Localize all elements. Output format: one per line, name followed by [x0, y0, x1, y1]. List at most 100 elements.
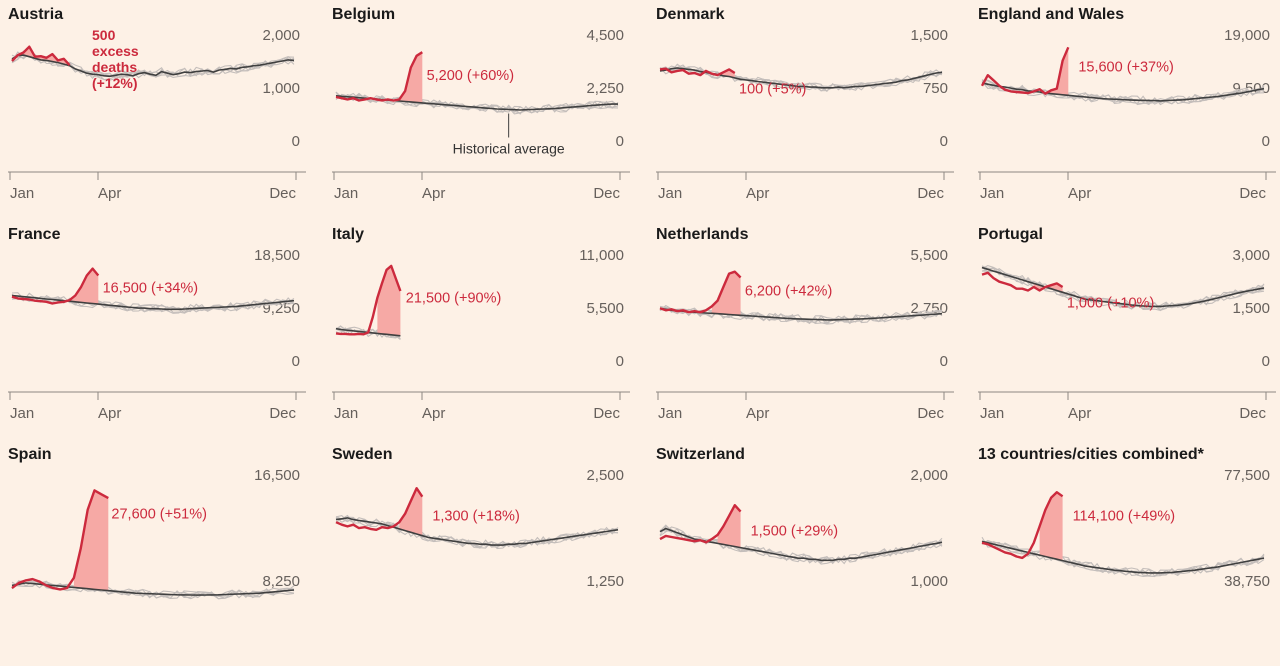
y-tick-label: 11,000 [579, 247, 624, 264]
excess-area [12, 46, 70, 66]
y-tick-label: 750 [923, 80, 948, 97]
x-tick-label: Jan [658, 405, 682, 422]
x-tick-label: Jan [334, 185, 358, 202]
current-year-line [659, 67, 736, 77]
y-tick-label: 19,000 [1224, 27, 1270, 44]
average-line [981, 82, 1265, 102]
chart-svg: 8,250 16,500 27,600 (+51%) [11, 467, 300, 600]
y-tick-label: 0 [940, 133, 948, 150]
chart-title: Switzerland [656, 446, 745, 463]
y-tick-label: 0 [616, 353, 624, 370]
current-year-line [335, 487, 424, 531]
current-year-line [11, 267, 100, 305]
current-year-line [335, 264, 402, 336]
chart-title: Belgium [332, 6, 396, 23]
excess-area [711, 271, 741, 316]
chart-svg: 0 1,000 2,000 Jan Apr Dec 500excessdeaths(+12%… [8, 27, 306, 202]
chart-title: Portugal [978, 226, 1043, 243]
chart-title: 13 countries/cities combined* [978, 446, 1204, 463]
chart-svg: 0 5,500 11,000 Jan Apr Dec 21,500 (+90%) [332, 247, 630, 422]
y-tick-label: 2,500 [586, 467, 624, 484]
excess-label: 27,600 (+51%) [111, 506, 207, 522]
chart-panel: Switzerland 1,000 2,000 1,500 (+29%) [656, 446, 968, 666]
chart-panel: Belgium 0 2,250 4,500 Jan Apr Dec 5,200 (+60%) H… [332, 6, 644, 226]
chart-panel: France 0 9,250 18,500 Jan Apr Dec 16,500 (+34%) [8, 226, 320, 446]
excess-label: 5,200 (+60%) [427, 68, 514, 84]
x-tick-label: Jan [980, 185, 1004, 202]
chart-title: Italy [332, 226, 365, 243]
x-tick-label: Dec [593, 185, 620, 202]
history-line [981, 266, 1265, 311]
y-tick-label: 1,000 [262, 80, 300, 97]
excess-label: 21,500 (+90%) [406, 290, 502, 306]
y-tick-label: 1,500 [1232, 300, 1270, 317]
x-tick-label: Dec [269, 185, 296, 202]
history-line [335, 517, 619, 549]
excess-label: 1,300 (+18%) [432, 509, 519, 525]
average-line [11, 294, 295, 311]
y-tick-label: 1,250 [586, 573, 624, 590]
history-line [335, 92, 619, 113]
y-tick-label: 0 [292, 133, 300, 150]
x-tick-label: Jan [658, 185, 682, 202]
excess-label: 6,200 (+42%) [745, 284, 832, 300]
x-tick-label: Dec [1239, 405, 1266, 422]
chart-svg: 0 1,500 3,000 Jan Apr Dec 1,000 (+10%) [978, 247, 1276, 422]
excess-label: 15,600 (+37%) [1078, 59, 1174, 75]
x-tick-label: Apr [422, 405, 445, 422]
chart-svg: 1,000 2,000 1,500 (+29%) [659, 467, 948, 590]
chart-panel: Sweden 1,250 2,500 1,300 (+18%) [332, 446, 644, 666]
excess-area [1039, 492, 1063, 561]
y-tick-label: 0 [1262, 353, 1270, 370]
current-year-line [981, 271, 1064, 292]
current-year-line [659, 270, 742, 314]
average-line [659, 307, 943, 321]
x-tick-label: Apr [422, 185, 445, 202]
chart-svg: 0 750 1,500 Jan Apr Dec 100 (+5%) [656, 27, 954, 202]
x-tick-label: Jan [980, 405, 1004, 422]
excess-label: 1,500 (+29%) [751, 524, 838, 540]
chart-svg: 0 2,250 4,500 Jan Apr Dec 5,200 (+60%) Historic… [332, 27, 630, 202]
x-tick-label: Apr [98, 405, 121, 422]
y-tick-label: 1,000 [910, 573, 948, 590]
excess-area [377, 265, 401, 336]
history-line [335, 91, 619, 114]
average-line [335, 517, 619, 546]
excess-area [393, 52, 423, 103]
y-tick-label: 3,000 [1232, 247, 1270, 264]
excess-label: 1,000 (+10%) [1067, 295, 1154, 311]
average-line [11, 54, 295, 78]
chart-panel: England and Wales 0 9,500 19,000 Jan Apr Dec 15… [978, 6, 1280, 226]
current-year-line [981, 491, 1064, 560]
chart-panel: 13 countries/cities combined* 38,750 77,50… [978, 446, 1280, 666]
x-tick-label: Apr [98, 185, 121, 202]
excess-label: excess [92, 43, 139, 59]
x-tick-label: Jan [10, 405, 34, 422]
chart-svg: 1,250 2,500 1,300 (+18%) [335, 467, 624, 590]
current-year-line [335, 51, 423, 102]
chart-panel: Denmark 0 750 1,500 Jan Apr Dec 100 (+5%) [656, 6, 968, 226]
y-tick-label: 4,500 [586, 27, 624, 44]
excess-area [73, 490, 109, 591]
y-tick-label: 2,250 [586, 80, 624, 97]
excess-area [717, 505, 741, 548]
historical-average-label: Historical average [453, 140, 565, 156]
history-line [11, 296, 295, 314]
x-tick-label: Dec [917, 405, 944, 422]
history-line [335, 92, 619, 113]
excess-label: 16,500 (+34%) [103, 281, 199, 297]
x-tick-label: Dec [269, 405, 296, 422]
chart-panel: Portugal 0 1,500 3,000 Jan Apr Dec 1,000 (+10%) [978, 226, 1280, 446]
x-tick-label: Dec [593, 405, 620, 422]
y-tick-label: 2,000 [262, 27, 300, 44]
excess-label: 500 [92, 27, 116, 43]
chart-title: France [8, 226, 61, 243]
y-tick-label: 18,500 [254, 247, 300, 264]
y-tick-label: 5,500 [910, 247, 948, 264]
chart-panel: Italy 0 5,500 11,000 Jan Apr Dec 21,500 (+90%) [332, 226, 644, 446]
excess-label: deaths [92, 59, 137, 75]
excess-area [399, 488, 423, 536]
chart-title: Austria [8, 6, 64, 23]
